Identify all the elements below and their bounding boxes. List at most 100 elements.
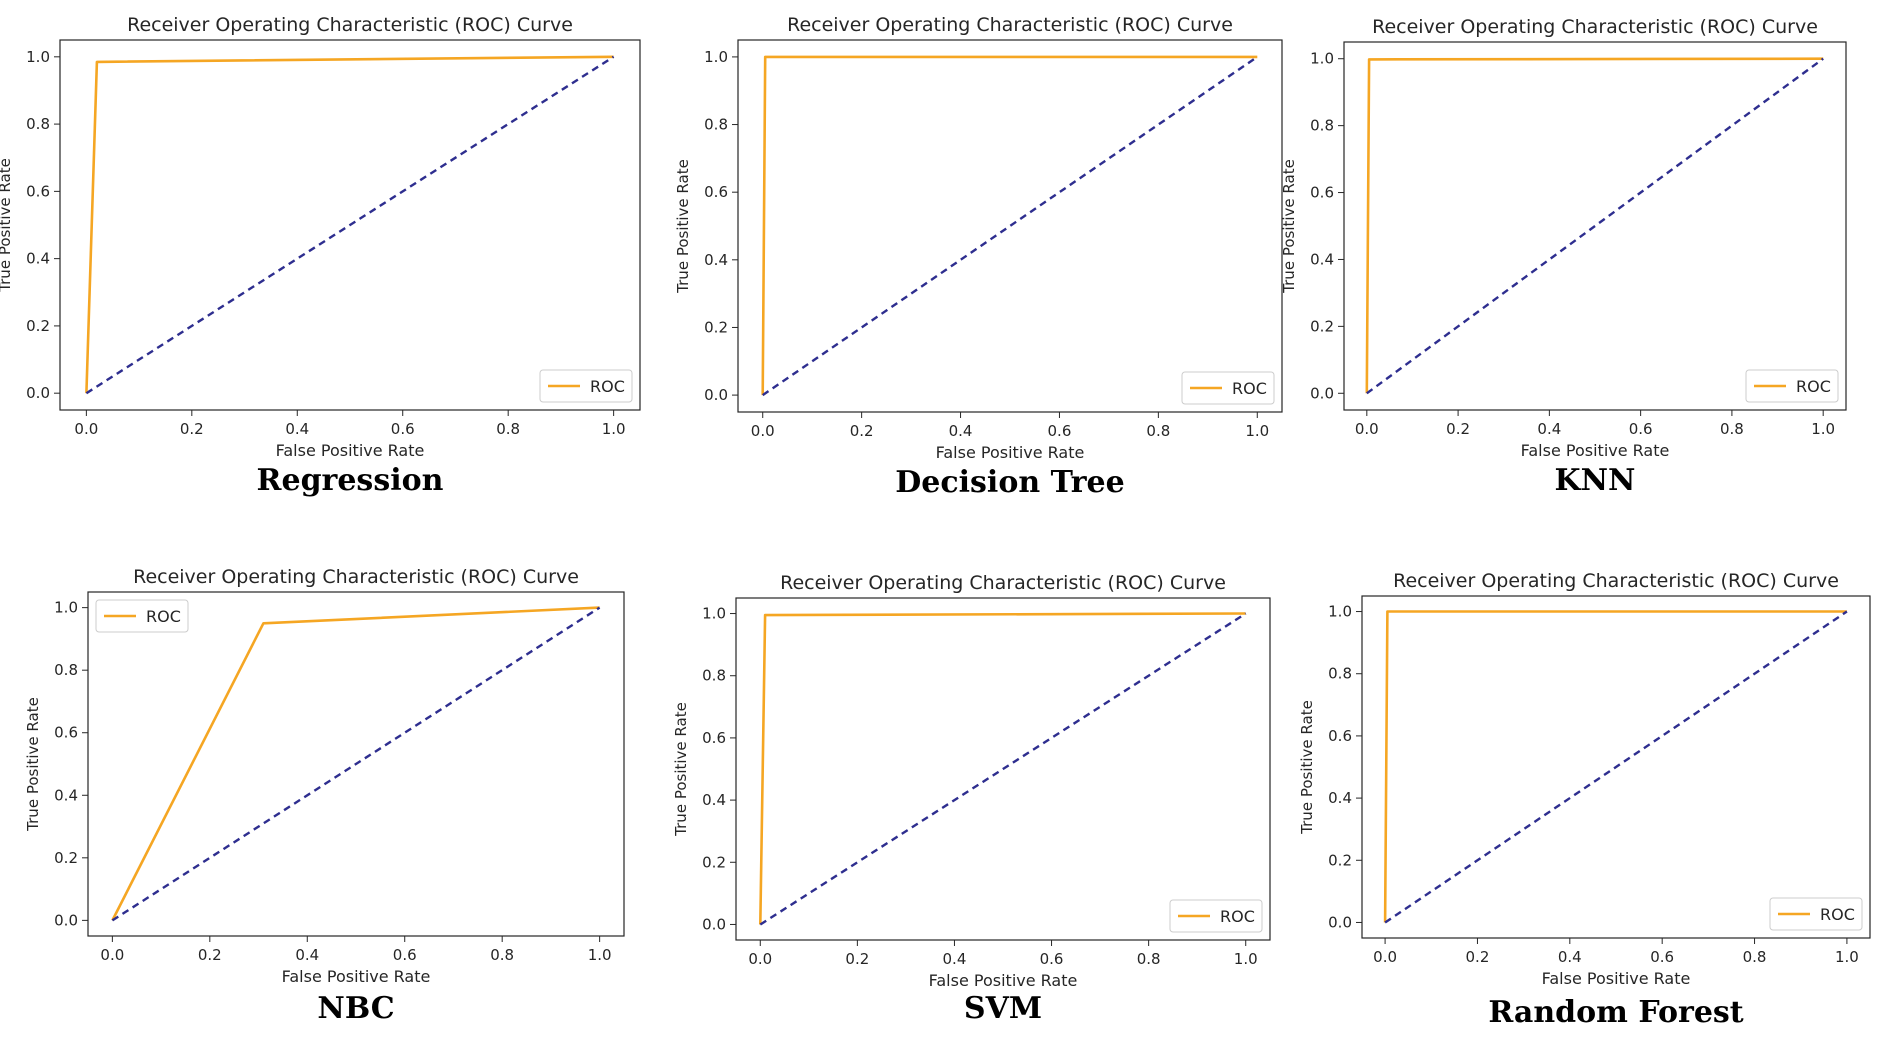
legend-entry: ROC: [590, 377, 625, 396]
diagonal-reference-line: [762, 55, 1258, 397]
y-tick-label: 0.6: [702, 729, 726, 747]
y-tick-label: 0.2: [702, 853, 726, 871]
legend-entry: ROC: [1796, 377, 1831, 396]
x-axis-label: False Positive Rate: [1521, 441, 1670, 460]
x-tick-label: 0.0: [74, 420, 98, 438]
y-tick-label: 0.2: [1328, 851, 1352, 869]
x-axis-label: False Positive Rate: [929, 971, 1078, 990]
x-axis-label: False Positive Rate: [1542, 969, 1691, 988]
roc-panel-5: Receiver Operating Characteristic (ROC) …: [672, 572, 1271, 1026]
plot-frame: [87, 591, 625, 937]
legend-box: [539, 369, 633, 403]
y-tick-label: 0.4: [1328, 789, 1352, 807]
y-tick-label: 1.0: [702, 605, 726, 623]
x-tick-label: 0.4: [1537, 420, 1561, 438]
roc-curve: [1365, 57, 1824, 394]
legend-entry: ROC: [146, 607, 181, 626]
y-tick-label: 0.0: [26, 384, 50, 402]
plot-frame: [737, 39, 1283, 413]
roc-curve: [759, 612, 1246, 925]
y-tick-label: 1.0: [54, 599, 78, 617]
y-tick-label: 1.0: [1310, 50, 1334, 68]
x-tick-label: 0.2: [850, 422, 874, 440]
diagonal-reference-line: [759, 612, 1247, 926]
legend: ROC: [1745, 369, 1839, 403]
x-tick-label: 1.0: [1245, 422, 1269, 440]
y-tick-label: 0.6: [54, 724, 78, 742]
x-tick-label: 0.0: [1355, 420, 1379, 438]
x-tick-label: 1.0: [1234, 950, 1258, 968]
diagonal-reference-line: [1384, 610, 1848, 924]
x-tick-label: 0.8: [1743, 948, 1767, 966]
x-tick-label: 0.0: [1373, 948, 1397, 966]
x-tick-label: 0.6: [1040, 950, 1064, 968]
y-tick-label: 0.2: [704, 318, 728, 336]
y-tick-label: 0.8: [1310, 117, 1334, 135]
x-tick-label: 0.4: [943, 950, 967, 968]
plot-frame: [1361, 595, 1871, 939]
legend-entry: ROC: [1220, 907, 1255, 926]
y-tick-label: 1.0: [704, 48, 728, 66]
y-axis-label: True Positive Rate: [672, 702, 690, 837]
roc-panel-2: Receiver Operating Characteristic (ROC) …: [674, 14, 1283, 500]
x-axis-label: False Positive Rate: [936, 443, 1085, 462]
plot-frame: [735, 597, 1271, 941]
chart-title: Receiver Operating Characteristic (ROC) …: [787, 14, 1233, 36]
x-tick-label: 0.6: [1629, 420, 1653, 438]
y-tick-label: 0.8: [704, 116, 728, 134]
roc-curve: [1383, 610, 1847, 923]
roc-curve: [85, 55, 614, 394]
x-tick-label: 0.2: [1466, 948, 1490, 966]
y-tick-label: 0.8: [702, 667, 726, 685]
diagonal-reference-line: [111, 606, 601, 922]
x-tick-label: 1.0: [1811, 420, 1835, 438]
x-tick-label: 0.8: [496, 420, 520, 438]
x-tick-label: 1.0: [602, 420, 626, 438]
legend: ROC: [95, 599, 189, 633]
panel-caption: Decision Tree: [895, 465, 1124, 500]
y-axis-label: True Positive Rate: [674, 159, 692, 294]
y-axis-label: True Positive Rate: [24, 697, 42, 832]
roc-panel-1: Receiver Operating Characteristic (ROC) …: [0, 14, 641, 498]
y-axis-label: True Positive Rate: [1280, 159, 1298, 294]
y-tick-label: 0.8: [54, 661, 78, 679]
y-tick-label: 0.0: [1310, 384, 1334, 402]
panel-caption: Regression: [257, 463, 444, 498]
roc-curve: [761, 55, 1258, 396]
legend: ROC: [1169, 899, 1263, 933]
y-tick-label: 0.8: [1328, 665, 1352, 683]
x-tick-label: 0.0: [751, 422, 775, 440]
y-tick-label: 0.0: [1328, 913, 1352, 931]
x-tick-label: 0.8: [1720, 420, 1744, 438]
chart-title: Receiver Operating Characteristic (ROC) …: [1393, 570, 1839, 592]
y-tick-label: 0.0: [702, 915, 726, 933]
x-tick-label: 1.0: [588, 946, 612, 964]
panel-caption: NBC: [317, 991, 394, 1026]
y-tick-label: 0.2: [1310, 317, 1334, 335]
y-tick-label: 0.8: [26, 115, 50, 133]
y-tick-label: 0.4: [1310, 250, 1334, 268]
y-tick-label: 0.0: [54, 911, 78, 929]
legend-box: [1181, 371, 1275, 405]
y-tick-label: 0.6: [1310, 184, 1334, 202]
panel-caption: SVM: [964, 991, 1042, 1026]
x-axis-label: False Positive Rate: [282, 967, 431, 986]
y-axis-label: True Positive Rate: [1298, 700, 1316, 835]
x-tick-label: 0.6: [391, 420, 415, 438]
y-tick-label: 0.2: [54, 849, 78, 867]
x-tick-label: 0.8: [490, 946, 514, 964]
y-tick-label: 0.4: [702, 791, 726, 809]
legend-box: [1769, 897, 1863, 931]
legend: ROC: [1769, 897, 1863, 931]
legend-box: [1169, 899, 1263, 933]
roc-panel-4: Receiver Operating Characteristic (ROC) …: [24, 566, 625, 1026]
y-tick-label: 1.0: [1328, 603, 1352, 621]
legend-box: [95, 599, 189, 633]
y-tick-label: 1.0: [26, 48, 50, 66]
y-tick-label: 0.0: [704, 386, 728, 404]
x-tick-label: 0.2: [845, 950, 869, 968]
legend-entry: ROC: [1820, 905, 1855, 924]
plot-frame: [59, 39, 641, 411]
diagonal-reference-line: [1366, 57, 1824, 395]
x-tick-label: 0.4: [295, 946, 319, 964]
